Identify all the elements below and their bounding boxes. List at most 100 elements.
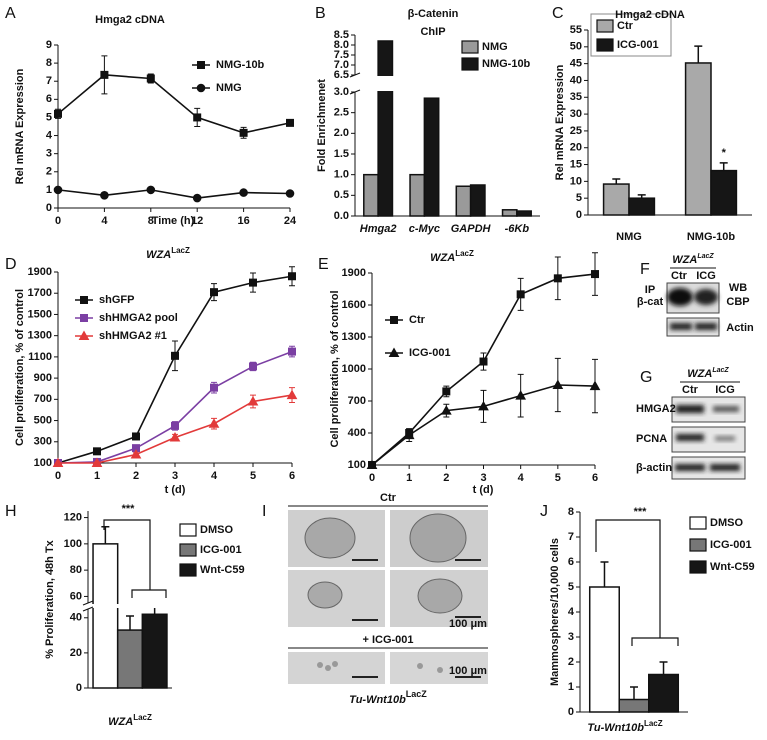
lane-label: Ctr bbox=[682, 384, 699, 396]
error-bar bbox=[612, 178, 621, 185]
chart-title-sup: LacZ bbox=[171, 246, 190, 255]
data-point bbox=[146, 185, 156, 195]
blot-band bbox=[713, 406, 739, 412]
legend-label: shGFP bbox=[99, 294, 134, 306]
panel-letter: F bbox=[640, 261, 650, 278]
y-tick-label: 1.0 bbox=[334, 169, 349, 181]
y-tick-label: 2.0 bbox=[334, 127, 349, 139]
x-tick-label: 0 bbox=[55, 470, 61, 482]
y-tick-label: 1500 bbox=[28, 308, 52, 320]
bar bbox=[684, 62, 712, 216]
blot-label: PCNA bbox=[636, 433, 667, 445]
chart-title: WZALacZ bbox=[430, 249, 474, 264]
y-tick-label: 7.0 bbox=[334, 59, 349, 71]
y-tick-label: 1000 bbox=[342, 363, 366, 375]
bar bbox=[710, 169, 738, 216]
bar bbox=[516, 210, 532, 217]
y-tick-label: 6 bbox=[568, 556, 574, 568]
y-tick-label: 0 bbox=[568, 706, 574, 718]
blot-label: β-cat bbox=[637, 296, 664, 308]
y-tick-label: 80 bbox=[70, 564, 82, 576]
y-tick-label: 1.5 bbox=[334, 148, 349, 160]
x-tick-label: 1 bbox=[94, 470, 100, 482]
data-point bbox=[130, 448, 142, 459]
x-tick-label: 3 bbox=[172, 470, 178, 482]
legend-label: ICG-001 bbox=[710, 539, 752, 551]
x-tick-label: NMG-10b bbox=[687, 231, 736, 243]
x-axis-label-sup: LacZ bbox=[133, 713, 152, 722]
legend-label: NMG bbox=[482, 41, 508, 53]
panel-letter: I bbox=[262, 503, 266, 520]
y-tick-label: 30 bbox=[570, 108, 582, 120]
chart-title-main: WZA bbox=[146, 249, 171, 261]
legend-marker bbox=[388, 347, 400, 357]
y-tick-label: 40 bbox=[70, 612, 82, 624]
data-point bbox=[249, 278, 257, 287]
micrograph bbox=[288, 652, 385, 684]
blot-band bbox=[694, 289, 718, 305]
y-tick-label: 8 bbox=[568, 506, 574, 518]
y-tick-label: 700 bbox=[34, 393, 52, 405]
x-tick-label: 6 bbox=[592, 472, 598, 484]
blot-label: CBP bbox=[726, 296, 749, 308]
y-tick-label: 0 bbox=[76, 682, 82, 694]
panel-f: WZALacZ Ctr ICG IP β-cat WB CBP Actin bbox=[637, 253, 754, 337]
error-bar bbox=[630, 686, 638, 700]
x-tick-label: 16 bbox=[237, 215, 249, 227]
y-tick-label: 7 bbox=[568, 531, 574, 543]
blot-band bbox=[715, 436, 735, 441]
panel-letter: B bbox=[315, 5, 326, 22]
y-tick-label: 8 bbox=[46, 57, 52, 69]
legend-label: Ctr bbox=[617, 20, 634, 32]
legend-swatch bbox=[689, 560, 707, 574]
y-tick-label: 400 bbox=[348, 427, 366, 439]
error-bar bbox=[126, 615, 134, 631]
y-tick-label: 1300 bbox=[28, 330, 52, 342]
cell-cluster bbox=[325, 665, 331, 671]
x-axis-label: Tu-Wnt10bLacZ bbox=[349, 689, 427, 706]
y-tick-label: 1900 bbox=[28, 266, 52, 278]
legend-label: NMG bbox=[216, 82, 242, 94]
annotation: * bbox=[722, 147, 727, 159]
mammosphere bbox=[417, 578, 463, 614]
y-tick-label: 25 bbox=[570, 125, 582, 137]
panel-letter: G bbox=[640, 369, 652, 386]
mammosphere bbox=[307, 581, 343, 609]
data-point bbox=[515, 390, 527, 400]
y-tick-label: 100 bbox=[348, 459, 366, 471]
blot-label: HMGA2 bbox=[636, 403, 676, 415]
blot-title: WZALacZ bbox=[672, 253, 714, 266]
error-bar bbox=[101, 526, 110, 544]
y-tick-label: 0.5 bbox=[334, 189, 349, 201]
data-point bbox=[249, 362, 257, 371]
x-axis-label: Tu-Wnt10bLacZ bbox=[587, 719, 662, 734]
blot-label: WB bbox=[729, 282, 747, 294]
legend-swatch bbox=[596, 38, 614, 52]
blot-label: β-actin bbox=[636, 462, 672, 474]
legend-swatch bbox=[596, 19, 614, 33]
legend-label: DMSO bbox=[710, 517, 743, 529]
x-tick-label: GAPDH bbox=[451, 223, 492, 235]
bar bbox=[648, 673, 680, 713]
legend-marker bbox=[196, 83, 206, 93]
legend-marker bbox=[80, 314, 88, 322]
y-tick-label: 5 bbox=[46, 111, 52, 123]
y-tick-label: 3.0 bbox=[334, 86, 349, 98]
legend-marker bbox=[78, 330, 90, 340]
y-axis-label: Cell proliferation, % of control bbox=[329, 290, 341, 447]
data-point bbox=[193, 113, 202, 122]
bar bbox=[469, 184, 486, 217]
x-tick-label: 5 bbox=[555, 472, 561, 484]
bar bbox=[602, 183, 630, 216]
blot-title: WZALacZ bbox=[687, 367, 729, 380]
legend-swatch bbox=[689, 516, 707, 530]
axis-break-gap bbox=[356, 76, 541, 91]
chart-title: Hmga2 cDNA bbox=[615, 9, 685, 21]
lane-label: Ctr bbox=[671, 270, 688, 282]
chart-title: β-Catenin bbox=[408, 8, 459, 20]
data-point bbox=[132, 432, 140, 441]
y-tick-label: 8.5 bbox=[334, 29, 349, 41]
legend-marker bbox=[197, 61, 205, 69]
bar bbox=[628, 197, 656, 216]
data-point bbox=[91, 457, 103, 467]
